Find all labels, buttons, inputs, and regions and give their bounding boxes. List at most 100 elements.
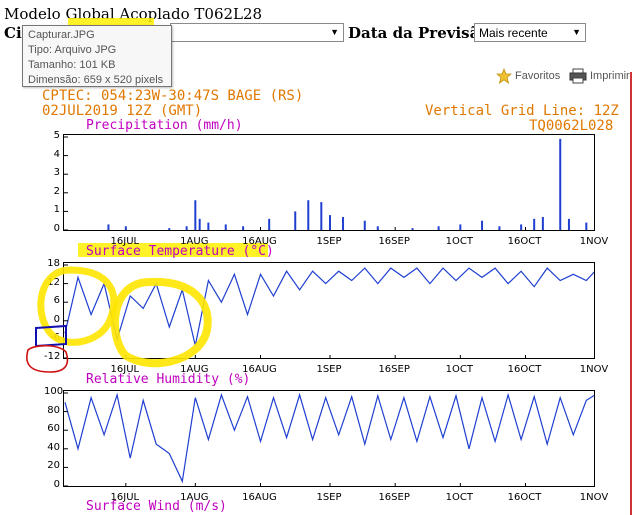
precip-bar bbox=[585, 222, 588, 230]
blue-box-mark bbox=[35, 324, 67, 348]
precipitation-panel bbox=[63, 134, 595, 231]
x-tick-label: 1AUG bbox=[180, 364, 209, 375]
forecast-date-select[interactable]: Mais recente ▼ bbox=[474, 23, 586, 42]
precip-bar bbox=[168, 228, 171, 230]
precip-y-tick-label: 1 bbox=[53, 204, 60, 216]
precip-bar bbox=[320, 202, 323, 230]
precip-bar bbox=[198, 218, 201, 230]
rh-y-tick-label: 100 bbox=[44, 386, 64, 397]
precip-bar bbox=[437, 226, 440, 230]
precip-y-tick-label: 4 bbox=[53, 148, 60, 160]
printer-icon bbox=[569, 68, 587, 84]
precip-bar bbox=[242, 226, 245, 230]
wind-title: Surface Wind (m/s) bbox=[86, 499, 227, 514]
precipitation-chart bbox=[64, 136, 588, 230]
print-label: Imprimir bbox=[590, 70, 630, 82]
x-tick-label: 1AUG bbox=[180, 236, 209, 247]
tooltip-type: Tipo: Arquivo JPG bbox=[28, 44, 117, 56]
precip-bar bbox=[268, 218, 271, 230]
red-circle-mark bbox=[26, 344, 69, 373]
meteogram-model-code: TQ0062L028 bbox=[529, 118, 614, 134]
highlight-circle bbox=[37, 266, 118, 346]
tooltip-filename: Capturar.JPG bbox=[28, 29, 95, 41]
precip-bar bbox=[224, 224, 227, 230]
favorites-label: Favoritos bbox=[515, 70, 561, 82]
precip-bar bbox=[498, 226, 501, 230]
humidity-title: Relative Humidity (%) bbox=[86, 372, 251, 387]
precip-bar bbox=[207, 222, 210, 230]
precip-bar bbox=[342, 216, 345, 230]
x-tick-label: 1OCT bbox=[445, 236, 473, 247]
precip-y-tick-label: 0 bbox=[53, 223, 60, 234]
x-tick-label: 1NOV bbox=[579, 364, 609, 375]
rh-y-tick-label: 20 bbox=[47, 460, 60, 472]
precip-bar bbox=[520, 224, 523, 230]
x-tick-label: 16AUG bbox=[242, 236, 277, 247]
precip-bar bbox=[376, 226, 379, 230]
x-tick-label: 16OCT bbox=[507, 492, 542, 503]
x-tick-label: 16JUL bbox=[110, 364, 140, 375]
rh-y-tick-label: 40 bbox=[47, 441, 60, 453]
meteogram-run-date: 02JUL2019 12Z (GMT) bbox=[42, 103, 203, 119]
highlight-circle bbox=[110, 277, 212, 368]
temp-y-tick-label: 12 bbox=[47, 276, 60, 288]
meteogram-location: CPTEC: 054:23W-30:47S BAGE (RS) bbox=[42, 88, 304, 104]
chevron-down-icon: ▼ bbox=[572, 27, 581, 37]
precip-y-tick-label: 3 bbox=[53, 167, 60, 179]
rh-y-tick-label: 60 bbox=[47, 423, 60, 435]
x-tick-label: 1NOV bbox=[579, 236, 609, 247]
tooltip-size: Tamanho: 101 KB bbox=[28, 59, 116, 71]
precip-bar bbox=[307, 200, 310, 230]
humidity-series-line bbox=[64, 392, 594, 484]
temp-y-tick-label: 6 bbox=[53, 295, 60, 307]
file-tooltip: Capturar.JPG Tipo: Arquivo JPG Tamanho: … bbox=[22, 25, 172, 87]
highlight-mark bbox=[68, 18, 154, 25]
precip-bar bbox=[567, 218, 570, 230]
highlight-mark bbox=[78, 243, 268, 257]
x-tick-label: 16AUG bbox=[242, 492, 277, 503]
chevron-down-icon: ▼ bbox=[330, 27, 339, 37]
print-link[interactable]: Imprimir bbox=[569, 68, 630, 84]
precip-y-tick-label: 5 bbox=[53, 130, 60, 141]
precip-bar bbox=[459, 224, 462, 230]
temp-y-tick-label: 0 bbox=[53, 313, 60, 325]
x-tick-label: 1SEP bbox=[316, 364, 342, 375]
precip-bar bbox=[294, 211, 297, 230]
page-border-line bbox=[630, 72, 632, 515]
forecast-date-select-value: Mais recente bbox=[479, 25, 548, 40]
x-tick-label: 16OCT bbox=[507, 236, 542, 247]
x-tick-label: 1SEP bbox=[316, 236, 342, 247]
humidity-panel bbox=[63, 390, 595, 487]
temperature-title: Surface Temperature (°C) bbox=[86, 244, 274, 259]
city-select[interactable]: ▼ bbox=[170, 23, 344, 42]
x-tick-label: 1OCT bbox=[445, 492, 473, 503]
rh-y-tick-label: 0 bbox=[53, 479, 60, 490]
humidity-chart bbox=[64, 392, 594, 486]
x-tick-label: 1OCT bbox=[445, 364, 473, 375]
rh-y-tick-label: 80 bbox=[47, 404, 60, 416]
precip-bar bbox=[185, 226, 188, 230]
star-icon bbox=[496, 68, 512, 84]
favorites-link[interactable]: Favoritos bbox=[496, 68, 560, 84]
precip-bar bbox=[411, 228, 414, 230]
precip-bar bbox=[481, 220, 484, 230]
precip-y-tick-label: 2 bbox=[53, 185, 60, 197]
forecast-date-label: Data da Previsão: bbox=[348, 24, 495, 42]
temp-y-tick-label: -12 bbox=[44, 351, 61, 362]
precip-bar bbox=[533, 218, 536, 230]
x-tick-label: 1AUG bbox=[180, 492, 209, 503]
precip-bar bbox=[107, 224, 110, 230]
x-tick-label: 16SEP bbox=[378, 236, 410, 247]
tooltip-dimensions: Dimensão: 659 x 520 pixels bbox=[28, 74, 164, 86]
precip-bar bbox=[541, 216, 544, 230]
x-tick-label: 16SEP bbox=[378, 492, 410, 503]
temperature-series-line bbox=[64, 267, 594, 346]
x-tick-label: 16OCT bbox=[507, 364, 542, 375]
x-tick-label: 16JUL bbox=[110, 492, 140, 503]
precip-bar bbox=[194, 200, 197, 230]
precip-bar bbox=[559, 138, 562, 230]
precip-bar bbox=[363, 220, 366, 230]
precipitation-title: Precipitation (mm/h) bbox=[86, 118, 243, 133]
x-tick-label: 16SEP bbox=[378, 364, 410, 375]
